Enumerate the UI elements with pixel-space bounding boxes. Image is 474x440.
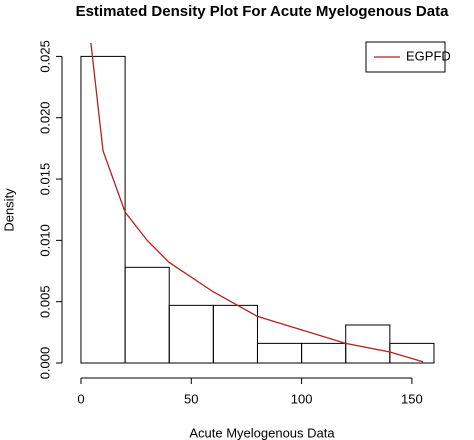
bar [345,324,391,364]
y-tick-label: 0.000 [37,347,52,380]
y-tick-label: 0.005 [37,285,52,318]
bar [124,266,170,364]
bar [389,342,435,364]
y-axis-label: Density [1,188,16,232]
y-tick-label: 0.010 [37,224,52,257]
x-tick-label: 100 [291,391,313,406]
y-tick-label: 0.020 [37,101,52,134]
density-line [90,42,424,363]
bar [80,55,126,364]
legend-label: EGPFD [406,48,451,63]
bar [301,342,347,364]
x-axis-label: Acute Myelogenous Data [189,425,335,440]
bar [168,304,214,364]
y-tick-label: 0.015 [37,163,52,196]
x-tick-label: 150 [401,391,423,406]
chart-title: Estimated Density Plot For Acute Myeloge… [76,3,450,20]
y-tick-label: 0.025 [37,40,52,73]
x-tick-label: 0 [77,391,84,406]
bar [256,342,303,364]
x-tick-label: 50 [184,391,198,406]
bar [212,304,258,364]
